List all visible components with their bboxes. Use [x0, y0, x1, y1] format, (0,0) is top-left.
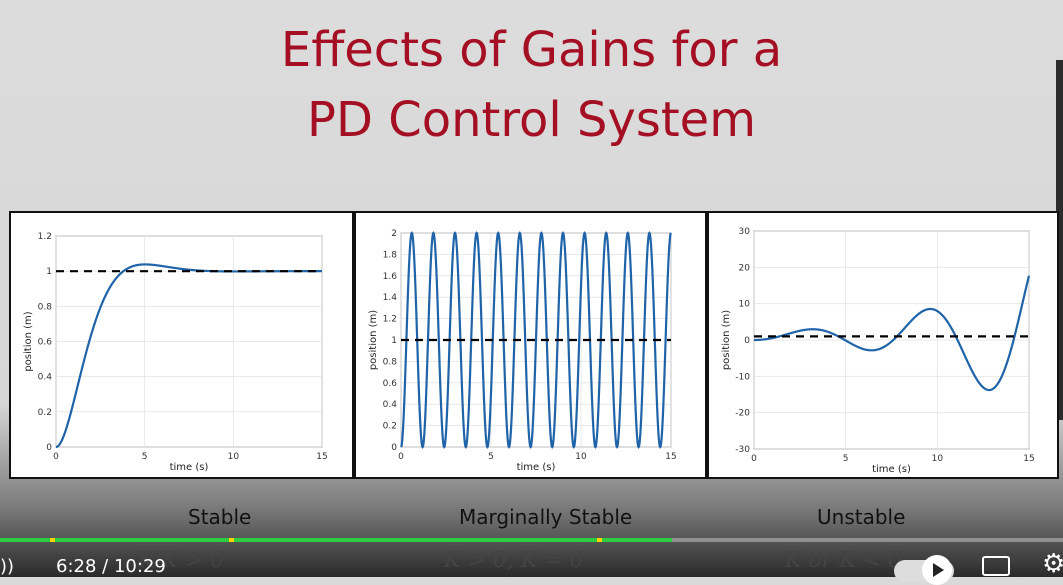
- y-tick-label: 0.2: [38, 408, 52, 418]
- y-tick-label: 1.4: [383, 293, 398, 303]
- formula-marginal-kp: K: [444, 548, 461, 573]
- y-tick-label: 0: [46, 443, 52, 453]
- caption-stable: Stable: [188, 505, 252, 529]
- x-tick-label: 0: [398, 452, 404, 462]
- formula-stable: K K > 0: [138, 548, 224, 573]
- x-tick-label: 0: [53, 452, 59, 462]
- chart-panel-marginal: 0 5 10 15 0 0.2 0.4 0.6 0.8 1 1.2 1.4 1.6 1.8 2 time (s…: [354, 211, 707, 479]
- current-time: 6:28: [56, 556, 97, 577]
- progress-fill: [0, 538, 672, 542]
- x-tick-label: 15: [665, 452, 676, 462]
- slide-title-line2: PD Control System: [307, 92, 756, 148]
- y-tick-label: 1: [391, 336, 397, 346]
- x-tick-label: 5: [142, 452, 148, 462]
- formula-stable-tail: > 0: [177, 548, 225, 573]
- y-tick-label: -20: [735, 409, 750, 419]
- time-display: 6:28 / 10:29: [56, 556, 166, 577]
- chart-marginal: 0 5 10 15 0 0.2 0.4 0.6 0.8 1 1.2 1.4 1.6 1.8 2 time (s…: [368, 229, 677, 473]
- y-tick-label: 0: [744, 336, 750, 346]
- chapter-marker[interactable]: [228, 538, 234, 542]
- x-tick-label: 5: [843, 454, 849, 464]
- y-tick-label: 0: [391, 443, 397, 453]
- formula-marginal-rest: > 0, K: [460, 548, 538, 573]
- formula-unstable-rest: or K: [801, 548, 856, 573]
- response-curve: [400, 231, 672, 449]
- chart-panel-unstable: 0 5 10 15 -30 -20 -10 0 10 20 30 time (s) position (…: [707, 211, 1059, 479]
- settings-gear-icon[interactable]: ⚙: [1042, 549, 1063, 579]
- y-tick-label: 0.6: [383, 379, 398, 389]
- y-tick-label: 2: [391, 229, 397, 239]
- duration: 10:29: [113, 556, 166, 577]
- y-tick-label: 0.8: [383, 357, 398, 367]
- y-tick-label: 1: [46, 267, 52, 277]
- y-tick-label: 1.2: [38, 232, 52, 242]
- chapter-marker[interactable]: [49, 538, 55, 542]
- y-axis-label: position (m): [721, 310, 732, 370]
- chart-stable: 0 5 10 15 0 0.2 0.4 0.6 0.8 1 1.2 time (s) position …: [23, 232, 328, 473]
- play-icon[interactable]: [922, 555, 952, 585]
- y-tick-label: 0.4: [38, 373, 53, 383]
- scrollbar[interactable]: [1056, 60, 1063, 420]
- x-tick-label: 15: [1023, 454, 1034, 464]
- y-tick-label: -30: [735, 445, 750, 455]
- x-tick-label: 5: [488, 452, 494, 462]
- plot-area: 0 5 10 15 -30 -20 -10 0 10 20 30 time (s) position (…: [721, 227, 1035, 475]
- chart-unstable: 0 5 10 15 -30 -20 -10 0 10 20 30 time (s) position (…: [721, 227, 1035, 475]
- plot-area: 0 5 10 15 0 0.2 0.4 0.6 0.8 1 1.2 time (s) position …: [23, 232, 328, 473]
- x-tick-label: 10: [932, 454, 944, 464]
- slide-title-line1: Effects of Gains for a: [280, 22, 783, 78]
- plot-area: 0 5 10 15 0 0.2 0.4 0.6 0.8 1 1.2 1.4 1.6 1.8 2 time (s…: [368, 229, 677, 473]
- caption-marginal: Marginally Stable: [459, 505, 633, 529]
- formula-unstable-kp: K: [785, 548, 802, 573]
- y-tick-label: 0.6: [38, 338, 53, 348]
- time-separator: /: [102, 556, 109, 577]
- y-tick-label: 1.2: [383, 315, 397, 325]
- y-tick-label: 30: [739, 227, 751, 237]
- x-axis-label: time (s): [872, 464, 911, 475]
- y-tick-label: -10: [735, 372, 750, 382]
- y-tick-label: 20: [739, 263, 751, 273]
- x-tick-label: 10: [575, 452, 587, 462]
- y-axis-label: position (m): [368, 310, 379, 370]
- y-tick-label: 1.8: [383, 250, 398, 260]
- y-tick-label: 0.4: [383, 400, 398, 410]
- volume-icon[interactable]: )): [0, 556, 15, 577]
- formula-stable-vars: K K: [138, 548, 178, 573]
- x-axis-label: time (s): [517, 462, 556, 473]
- y-tick-label: 1.6: [383, 272, 398, 282]
- progress-bar[interactable]: [0, 538, 1063, 542]
- y-tick-label: 0.8: [38, 302, 53, 312]
- formula-marginal-tail: = 0: [537, 548, 584, 573]
- chapter-marker[interactable]: [597, 538, 603, 542]
- y-axis-label: position (m): [23, 311, 34, 371]
- response-curve: [55, 263, 322, 449]
- x-tick-label: 10: [228, 452, 240, 462]
- x-tick-label: 0: [751, 454, 757, 464]
- response-curve: [754, 275, 1031, 392]
- subtitles-icon[interactable]: [982, 556, 1010, 576]
- x-axis-label: time (s): [170, 462, 209, 473]
- y-tick-label: 10: [739, 300, 751, 310]
- chart-panel-stable: 0 5 10 15 0 0.2 0.4 0.6 0.8 1 1.2 time (s) position …: [9, 211, 354, 479]
- caption-unstable: Unstable: [817, 505, 906, 529]
- x-tick-label: 15: [316, 452, 327, 462]
- y-tick-label: 0.2: [383, 422, 397, 432]
- formula-unstable: K or K < 0: [785, 548, 902, 573]
- formula-marginal: K > 0, K = 0: [444, 548, 584, 573]
